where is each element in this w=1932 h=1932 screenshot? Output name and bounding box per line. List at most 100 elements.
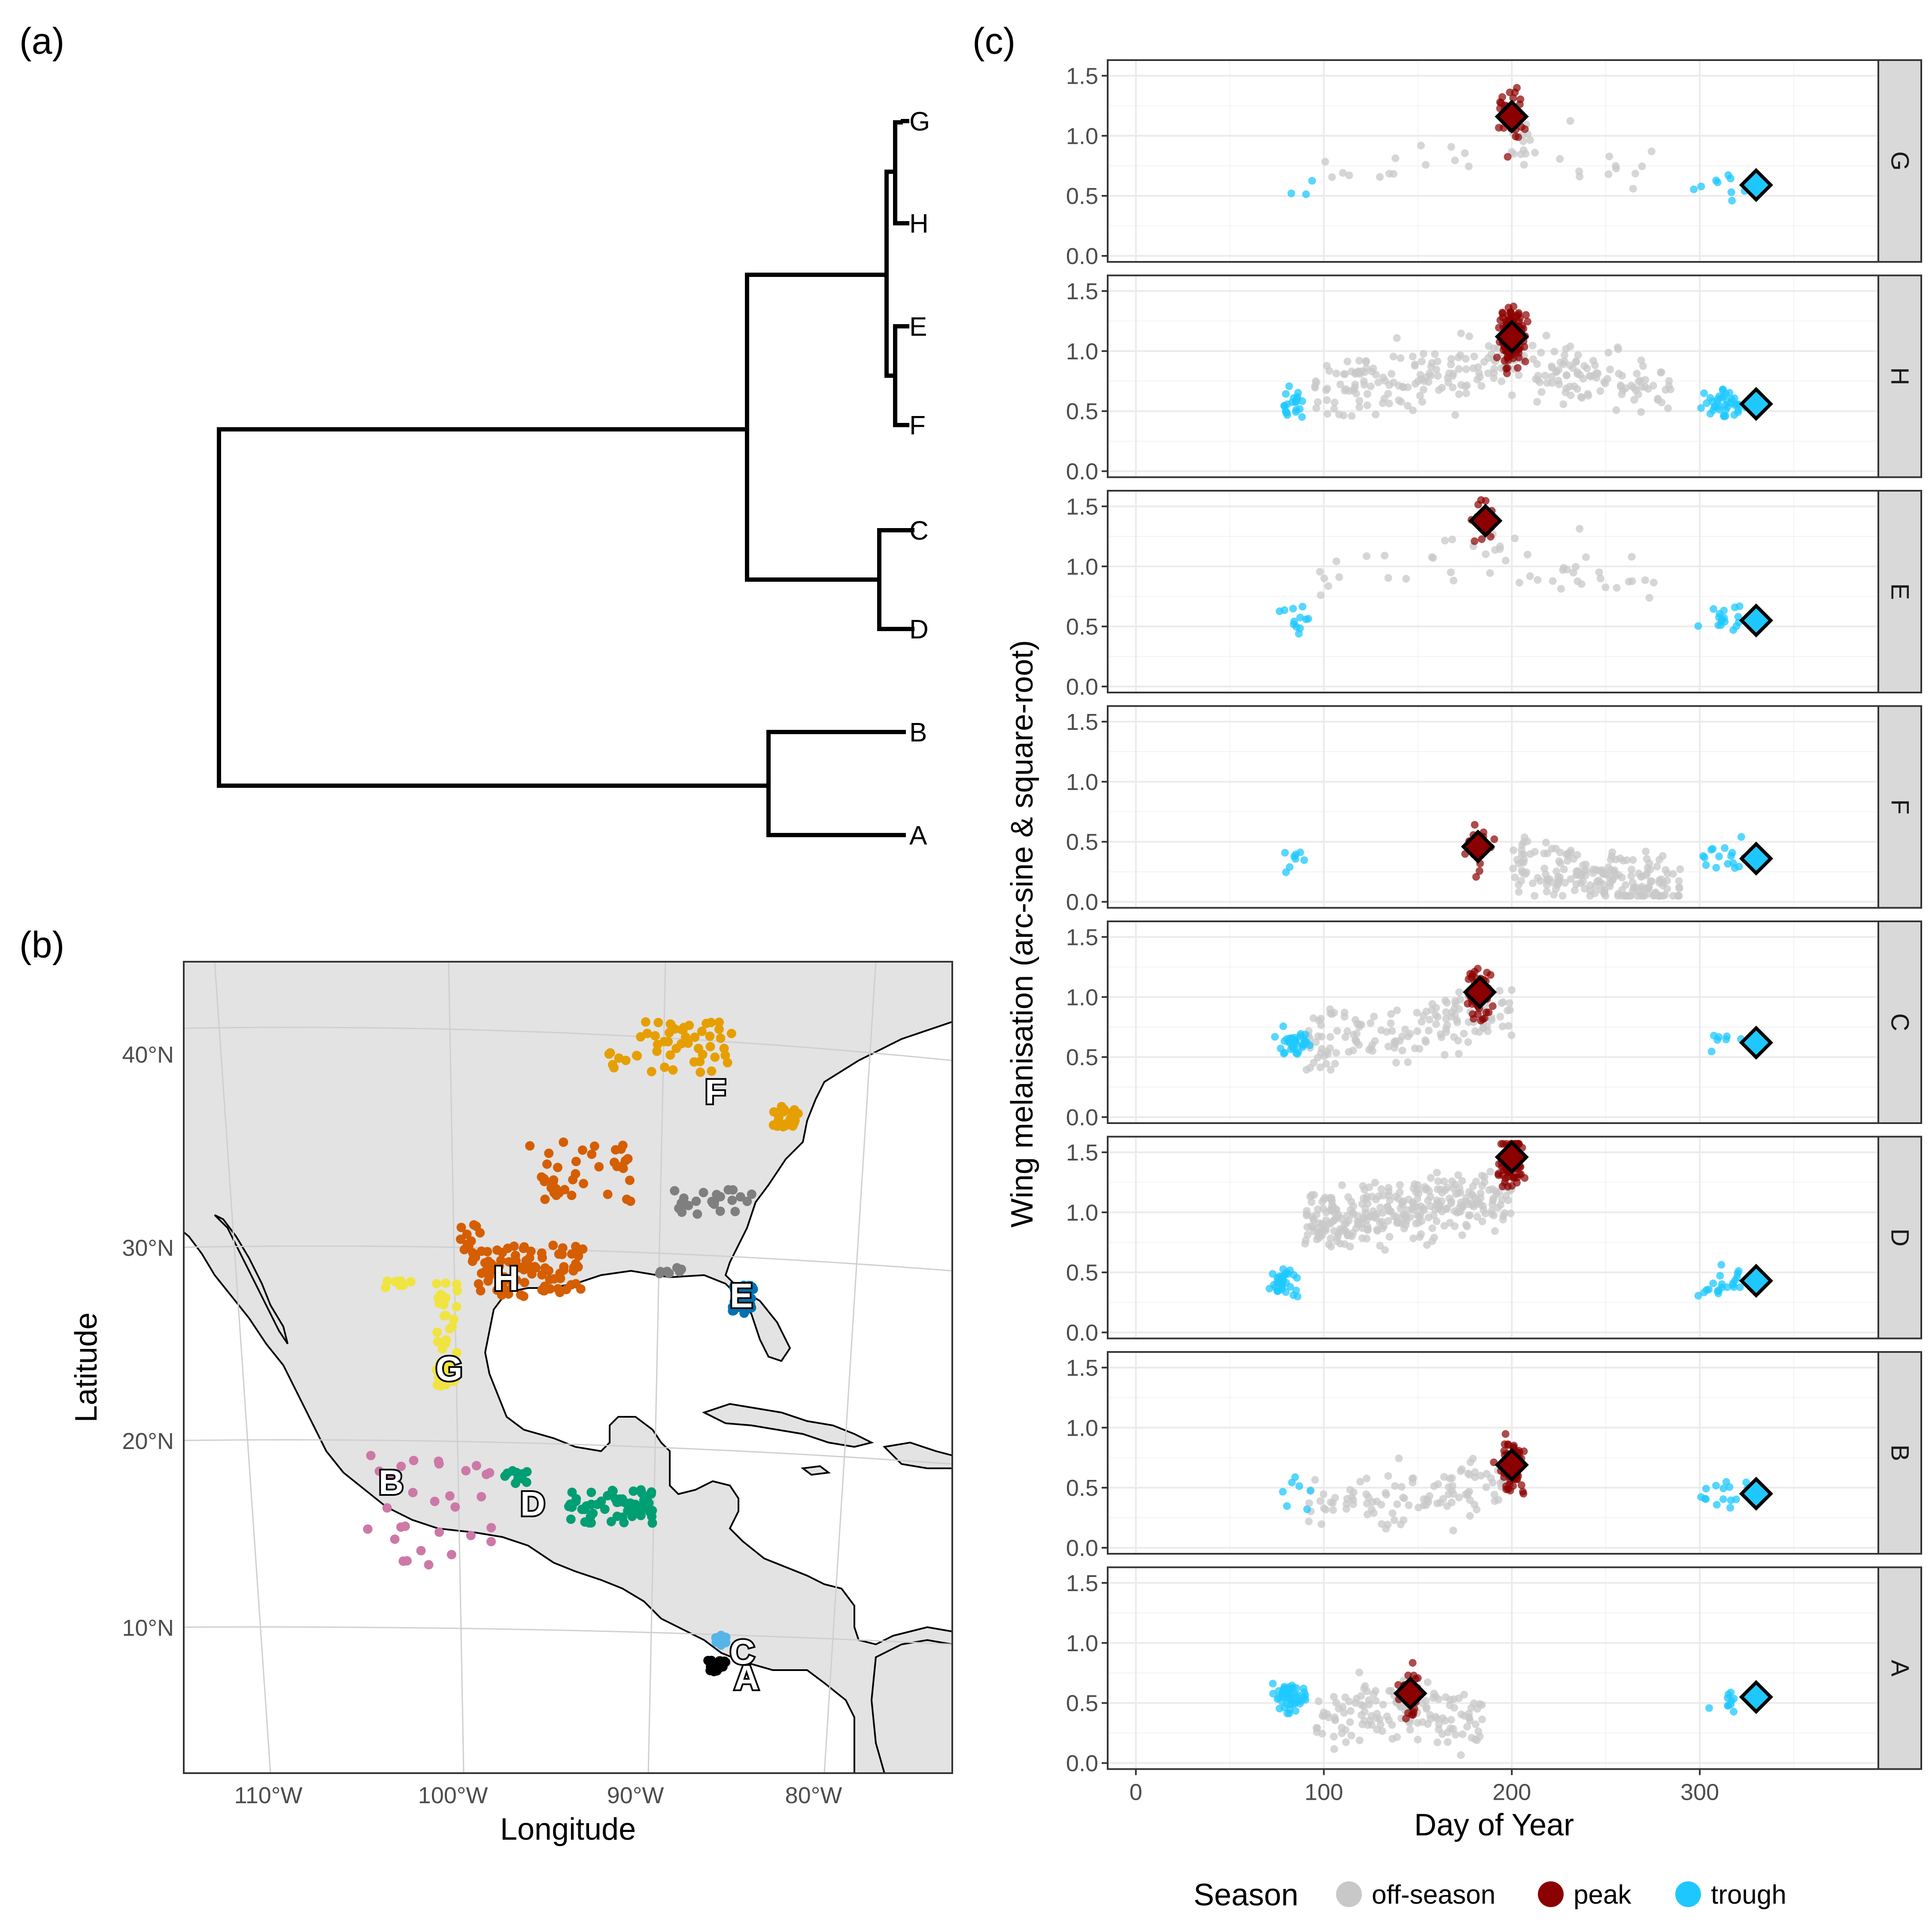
data-point — [1418, 1217, 1426, 1225]
lat-tick-40: 40°N — [122, 1042, 174, 1068]
data-point — [1368, 1498, 1376, 1506]
map-occurrence-point — [548, 1240, 558, 1250]
data-point — [1321, 1506, 1330, 1514]
data-point — [1534, 576, 1542, 584]
facet-strip — [1877, 59, 1922, 263]
data-point — [1465, 1713, 1473, 1722]
map-occurrence-point — [510, 1251, 520, 1261]
map-occurrence-point — [531, 1263, 541, 1273]
map-occurrence-point — [618, 1140, 628, 1150]
map-occurrence-point — [441, 1293, 451, 1303]
map-occurrence-point — [567, 1502, 577, 1512]
data-point — [1301, 1691, 1309, 1699]
data-point — [1640, 892, 1649, 900]
map-occurrence-point — [510, 1478, 520, 1488]
data-point — [1315, 1697, 1323, 1705]
data-point — [1606, 882, 1614, 890]
map-occurrence-point — [483, 1276, 493, 1286]
x-tick-label: 200 — [1492, 1780, 1531, 1805]
y-tick-label: 1.5 — [1066, 924, 1098, 950]
data-point — [1418, 398, 1426, 406]
map-occurrence-point — [497, 1290, 507, 1300]
data-point — [1440, 1222, 1449, 1230]
facet-strip — [1877, 274, 1922, 478]
data-point — [1329, 1506, 1337, 1514]
tip-label-F: F — [909, 411, 926, 440]
map-occurrence-point — [577, 1145, 587, 1155]
data-point — [1504, 153, 1512, 161]
data-point — [1332, 369, 1340, 377]
data-point — [1451, 411, 1459, 419]
data-point — [1316, 568, 1324, 576]
data-point — [1347, 1732, 1355, 1740]
data-point — [1448, 535, 1456, 544]
data-point — [1377, 1185, 1385, 1193]
map-occurrence-point — [452, 1302, 462, 1312]
data-point — [1356, 1478, 1364, 1486]
data-point — [1338, 1181, 1346, 1189]
data-point — [1332, 1698, 1340, 1707]
data-point — [1522, 311, 1530, 319]
data-point — [1419, 350, 1428, 358]
peak-mean-marker — [1495, 1448, 1529, 1482]
data-point — [1445, 1483, 1453, 1491]
data-point — [1406, 1725, 1414, 1734]
data-point — [1499, 1212, 1507, 1220]
map-occurrence-point — [632, 1051, 641, 1060]
data-point — [1709, 845, 1717, 853]
x-tick-label: 0 — [1130, 1780, 1142, 1805]
data-point — [1398, 1033, 1406, 1041]
data-point — [1422, 161, 1430, 169]
data-point — [1317, 591, 1325, 599]
data-point — [1548, 379, 1556, 387]
tip-label-A: A — [909, 821, 927, 851]
data-point — [1403, 402, 1412, 410]
data-point — [1398, 1046, 1406, 1054]
data-point — [1388, 370, 1396, 378]
map-occurrence-point — [668, 1065, 678, 1075]
data-point — [1463, 381, 1471, 389]
data-point — [1456, 1188, 1464, 1197]
map-occurrence-point — [522, 1477, 532, 1487]
data-point — [1301, 1239, 1309, 1248]
data-point — [1320, 1195, 1328, 1203]
data-point — [1465, 1487, 1473, 1495]
data-point — [1439, 1495, 1447, 1503]
data-point — [1394, 396, 1403, 404]
data-point — [1451, 1181, 1459, 1189]
map-occurrence-point — [629, 1486, 638, 1496]
map-occurrence-point — [424, 1560, 434, 1570]
data-point — [1515, 888, 1523, 896]
facet-C: 0.0 0.5 1.0 1.5 C — [1066, 920, 1922, 1130]
data-point — [1697, 182, 1705, 191]
data-point — [1296, 624, 1304, 632]
data-point — [1669, 870, 1677, 878]
north-america-landmass — [184, 962, 952, 1773]
data-point — [1368, 1041, 1376, 1049]
data-point — [1533, 398, 1541, 406]
data-point — [1425, 1492, 1434, 1500]
x-tick-label: 300 — [1680, 1780, 1719, 1805]
data-point — [1383, 1712, 1391, 1720]
data-point — [1702, 1495, 1710, 1503]
data-point — [1391, 1037, 1400, 1045]
data-point — [1460, 1691, 1468, 1699]
data-point — [1355, 403, 1364, 411]
facet-strip-label: E — [1886, 583, 1914, 600]
map-occurrence-point — [679, 1023, 689, 1033]
data-point — [1578, 394, 1586, 402]
map-occurrence-point — [466, 1531, 476, 1540]
map-occurrence-point — [571, 1157, 581, 1166]
data-point — [1554, 879, 1562, 887]
y-tick-label: 0.5 — [1066, 829, 1098, 855]
data-point — [1471, 1194, 1479, 1202]
data-point — [1466, 1458, 1474, 1466]
data-point — [1573, 385, 1581, 393]
map-occurrence-point — [574, 1251, 583, 1261]
data-point — [1419, 386, 1428, 394]
data-point — [1504, 1196, 1513, 1204]
data-point — [1502, 556, 1510, 565]
data-point — [1627, 872, 1635, 880]
map-occurrence-point — [727, 1195, 737, 1205]
data-point — [1542, 331, 1550, 340]
